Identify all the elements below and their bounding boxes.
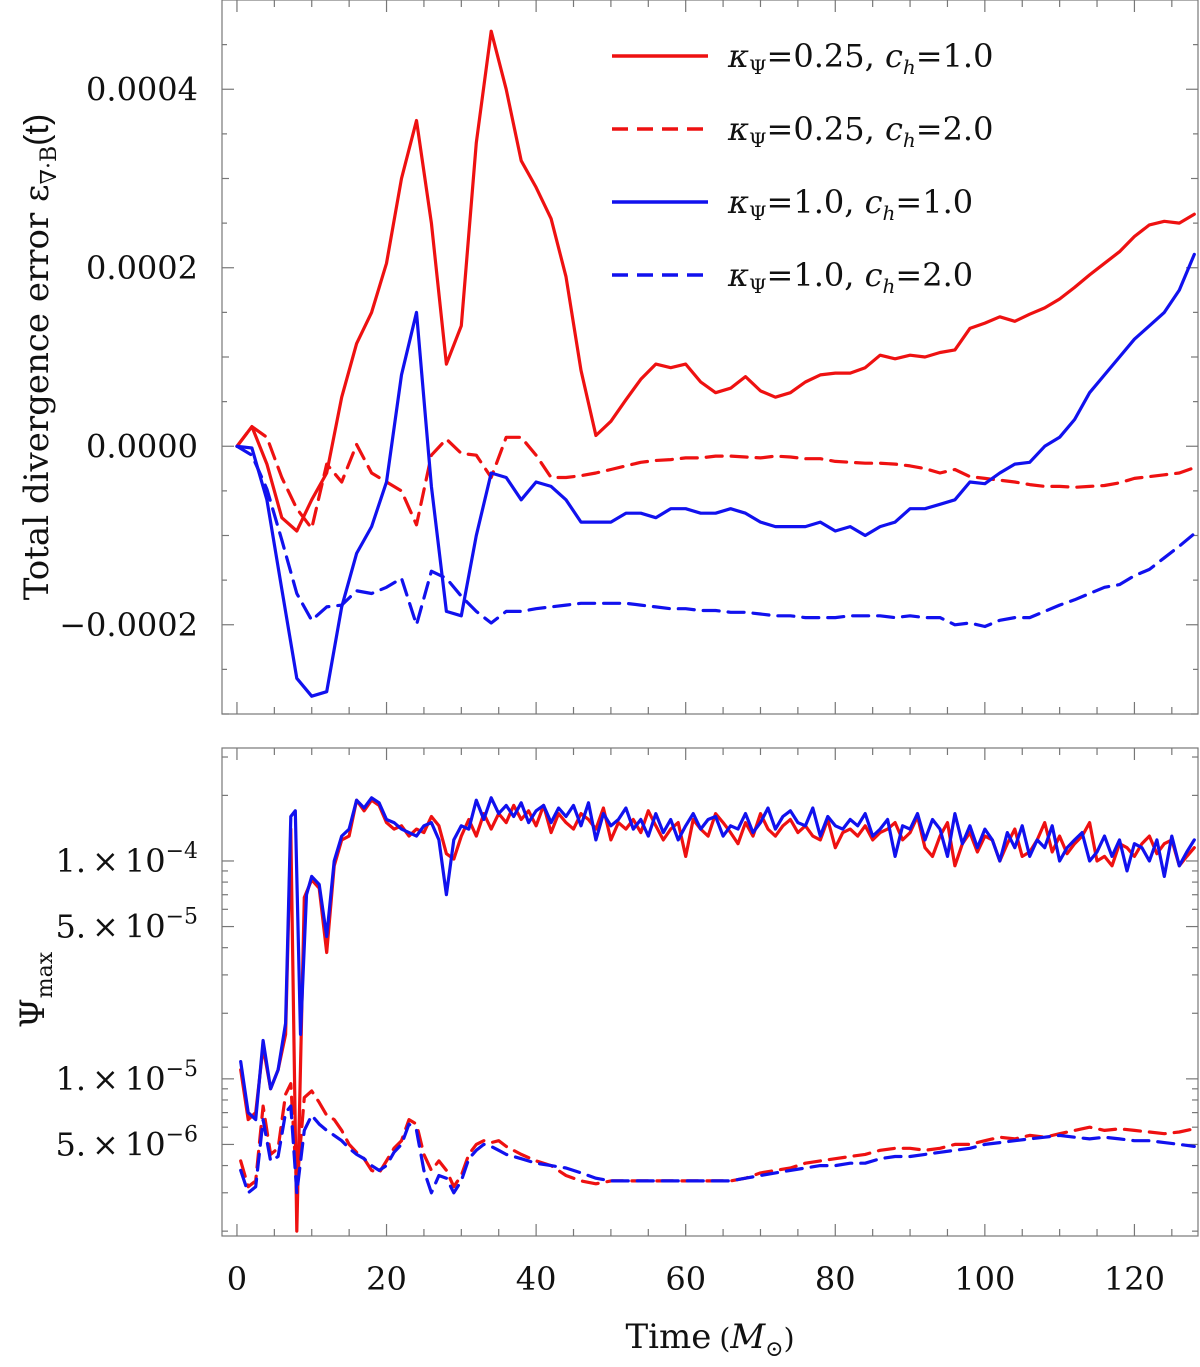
legend-label: κΨ=0.25, ch=2.0 — [727, 110, 993, 152]
legend-kappa: κ — [727, 183, 749, 221]
ylabel-epsilon-subscript: ∇·B — [37, 146, 62, 185]
top-y-axis-title: Total divergence error ε∇·B(t) — [17, 114, 62, 601]
tick-base: 10 — [125, 1060, 166, 1098]
x-tick-label: 60 — [665, 1260, 706, 1298]
legend-c: c — [865, 256, 883, 294]
tick-base: 10 — [125, 1125, 166, 1163]
psi-series-k025-c2 — [239, 1082, 1196, 1189]
ylabel-main: Total divergence error — [17, 202, 57, 600]
x-tick-label: 120 — [1104, 1260, 1165, 1298]
ylabel-epsilon: ε — [17, 184, 57, 202]
legend-value-2: =2.0 — [916, 110, 994, 148]
tick-mantissa: 1. — [56, 1060, 87, 1098]
legend-value-1: =0.25, — [767, 37, 885, 75]
tick-times: × — [92, 908, 119, 946]
legend-item: κΨ=1.0, ch=1.0 — [612, 183, 973, 225]
xlabel-time: Time — [625, 1317, 711, 1357]
ylabel-psi: Ψ — [13, 998, 53, 1028]
legend-c: c — [885, 37, 903, 75]
x-axis-title: Time (M⊙) — [625, 1317, 794, 1362]
legend-value-2: =1.0 — [895, 183, 973, 221]
legend-value-1: =1.0, — [767, 183, 865, 221]
legend-kappa-sub: Ψ — [749, 55, 767, 79]
top-series-group — [235, 29, 1196, 698]
legend-item: κΨ=0.25, ch=1.0 — [612, 37, 993, 79]
bottom-y-tick-labels: 5. × 10−61. × 10−55. × 10−51. × 10−4 — [56, 839, 199, 1163]
top-y-tick-label: 0.0000 — [86, 427, 198, 465]
tick-exponent: −5 — [166, 1057, 198, 1082]
legend-kappa-sub: Ψ — [749, 274, 767, 298]
ylabel-time-arg: (t) — [18, 114, 56, 146]
series-k025-c1 — [235, 29, 1196, 533]
series-k025-c2 — [235, 425, 1196, 531]
tick-mantissa: 5. — [56, 908, 87, 946]
tick-mantissa: 5. — [56, 1125, 87, 1163]
legend-item: κΨ=1.0, ch=2.0 — [612, 256, 973, 298]
tick-exponent: −4 — [166, 839, 198, 864]
bottom-y-tick-label: 1. × 10−5 — [56, 1057, 199, 1098]
x-tick-labels: 0 20 40 60 80 100 120 — [227, 1260, 1165, 1298]
legend-label: κΨ=0.25, ch=1.0 — [727, 37, 993, 79]
legend-c: c — [865, 183, 883, 221]
tick-times: × — [92, 842, 119, 880]
top-y-tick-label: 0.0004 — [86, 70, 198, 108]
legend-kappa-sub: Ψ — [749, 201, 767, 225]
bottom-y-tick-label: 1. × 10−4 — [56, 839, 199, 880]
legend: κΨ=0.25, ch=1.0κΨ=0.25, ch=2.0κΨ=1.0, ch… — [612, 37, 993, 298]
tick-mantissa: 1. — [56, 842, 87, 880]
bottom-axis-ticks — [222, 748, 1198, 1236]
top-y-tick-label: −0.0002 — [59, 606, 198, 644]
tick-exponent: −5 — [166, 905, 198, 930]
divergence-error-panel: −0.0002 0.0000 0.0002 0.0004 Total divergen… — [17, 0, 1199, 715]
legend-c-sub: h — [903, 55, 916, 79]
legend-kappa: κ — [727, 256, 749, 294]
x-tick-label: 20 — [366, 1260, 407, 1298]
psi-max-panel: 5. × 10−61. × 10−55. × 10−51. × 10−4 0 20 40 60 80 10… — [13, 747, 1199, 1362]
bottom-y-axis-title: Ψmax — [13, 951, 58, 1028]
legend-kappa-sub: Ψ — [749, 128, 767, 152]
psi-series-k1-c2 — [239, 1104, 1196, 1195]
legend-c: c — [885, 110, 903, 148]
tick-exponent: −6 — [166, 1122, 198, 1147]
legend-value-2: =2.0 — [895, 256, 973, 294]
legend-value-1: =1.0, — [767, 256, 865, 294]
tick-times: × — [92, 1060, 119, 1098]
bottom-series-group — [239, 796, 1196, 1233]
legend-c-sub: h — [883, 201, 896, 225]
legend-kappa: κ — [727, 37, 749, 75]
legend-item: κΨ=0.25, ch=2.0 — [612, 110, 993, 152]
legend-c-sub: h — [903, 128, 916, 152]
x-tick-label: 40 — [516, 1260, 557, 1298]
x-tick-label: 80 — [815, 1260, 856, 1298]
xlabel-sun-subscript: ⊙ — [765, 1337, 783, 1362]
bottom-y-tick-label: 5. × 10−6 — [56, 1122, 199, 1163]
tick-times: × — [92, 1125, 119, 1163]
bottom-plot-frame — [221, 747, 1199, 1237]
tick-base: 10 — [125, 908, 166, 946]
xlabel-mass: M — [729, 1317, 766, 1357]
top-y-tick-label: 0.0002 — [86, 249, 198, 287]
legend-c-sub: h — [883, 274, 896, 298]
bottom-y-tick-label: 5. × 10−5 — [56, 905, 199, 946]
legend-kappa: κ — [727, 110, 749, 148]
ylabel-psi-subscript: max — [33, 951, 58, 998]
series-k1-c2 — [235, 444, 1196, 629]
legend-label: κΨ=1.0, ch=1.0 — [727, 183, 973, 225]
psi-series-k1-c1 — [239, 796, 1196, 1122]
x-tick-label: 0 — [227, 1260, 247, 1298]
tick-base: 10 — [125, 842, 166, 880]
legend-label: κΨ=1.0, ch=2.0 — [727, 256, 973, 298]
top-axis-ticks — [222, 0, 1198, 715]
x-tick-label: 100 — [954, 1260, 1015, 1298]
top-y-tick-labels: −0.0002 0.0000 0.0002 0.0004 — [59, 70, 198, 644]
xlabel-close-paren: ) — [784, 1322, 795, 1355]
xlabel-open-paren: ( — [719, 1322, 730, 1355]
legend-value-1: =0.25, — [767, 110, 885, 148]
legend-value-2: =1.0 — [916, 37, 994, 75]
series-k1-c1 — [235, 252, 1196, 698]
